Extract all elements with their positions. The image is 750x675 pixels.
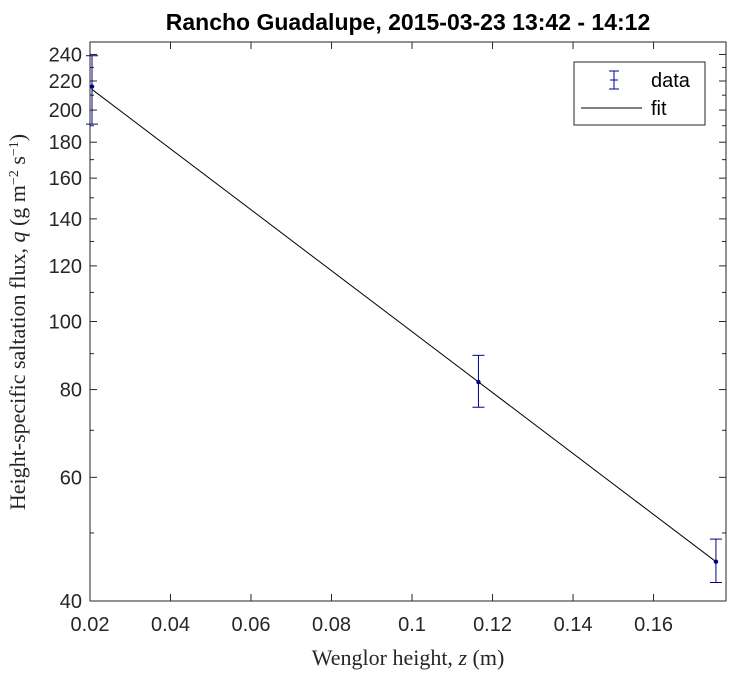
y-tick-label: 140: [49, 209, 82, 231]
x-tick-label: 0.14: [554, 614, 593, 636]
x-tick-label: 0.08: [312, 614, 351, 636]
y-tick-label: 40: [60, 591, 82, 613]
y-tick-label: 60: [60, 467, 82, 489]
y-axis: 40 60 80 100 120 140 160 180 200 220 240: [49, 44, 726, 613]
fit-line: [91, 89, 717, 563]
legend-box: [573, 61, 706, 126]
series-layer: [86, 55, 722, 584]
x-axis-label: Wenglor height, z (m): [312, 645, 505, 670]
x-axis: 0.02 0.04 0.06 0.08 0.1 0.12 0.14 0.16: [71, 42, 673, 636]
data-marker: [476, 379, 481, 385]
plot-frame: [89, 41, 727, 602]
y-tick-label: 160: [49, 168, 82, 190]
y-axis-label: Height-specific saltation flux, q (g m−2…: [5, 134, 30, 510]
data-point: [709, 538, 722, 584]
data-marker: [713, 559, 719, 564]
x-tick-label: 0.1: [398, 614, 426, 636]
legend-label-fit: fit: [651, 98, 667, 120]
x-tick-label: 0.02: [71, 614, 110, 636]
y-tick-label: 180: [49, 132, 82, 154]
chart-title: Rancho Guadalupe, 2015-03-23 13:42 - 14:…: [166, 9, 651, 35]
x-tick-label: 0.06: [232, 614, 271, 636]
x-tick-label: 0.16: [634, 614, 673, 636]
legend-data-marker: [609, 70, 619, 90]
data-point: [472, 354, 485, 408]
y-tick-label: 100: [49, 312, 82, 334]
legend-label-data: data: [651, 70, 691, 92]
data-marker: [89, 84, 95, 89]
x-tick-label: 0.12: [473, 614, 512, 636]
x-tick-label: 0.04: [151, 614, 190, 636]
legend: data fit: [573, 61, 706, 126]
data-point: [86, 55, 99, 125]
y-tick-label: 240: [49, 44, 82, 66]
y-tick-label: 220: [49, 71, 82, 93]
plot-area: [89, 41, 727, 602]
y-tick-label: 120: [49, 256, 82, 278]
y-tick-label: 200: [49, 100, 82, 122]
y-tick-label: 80: [60, 380, 82, 402]
